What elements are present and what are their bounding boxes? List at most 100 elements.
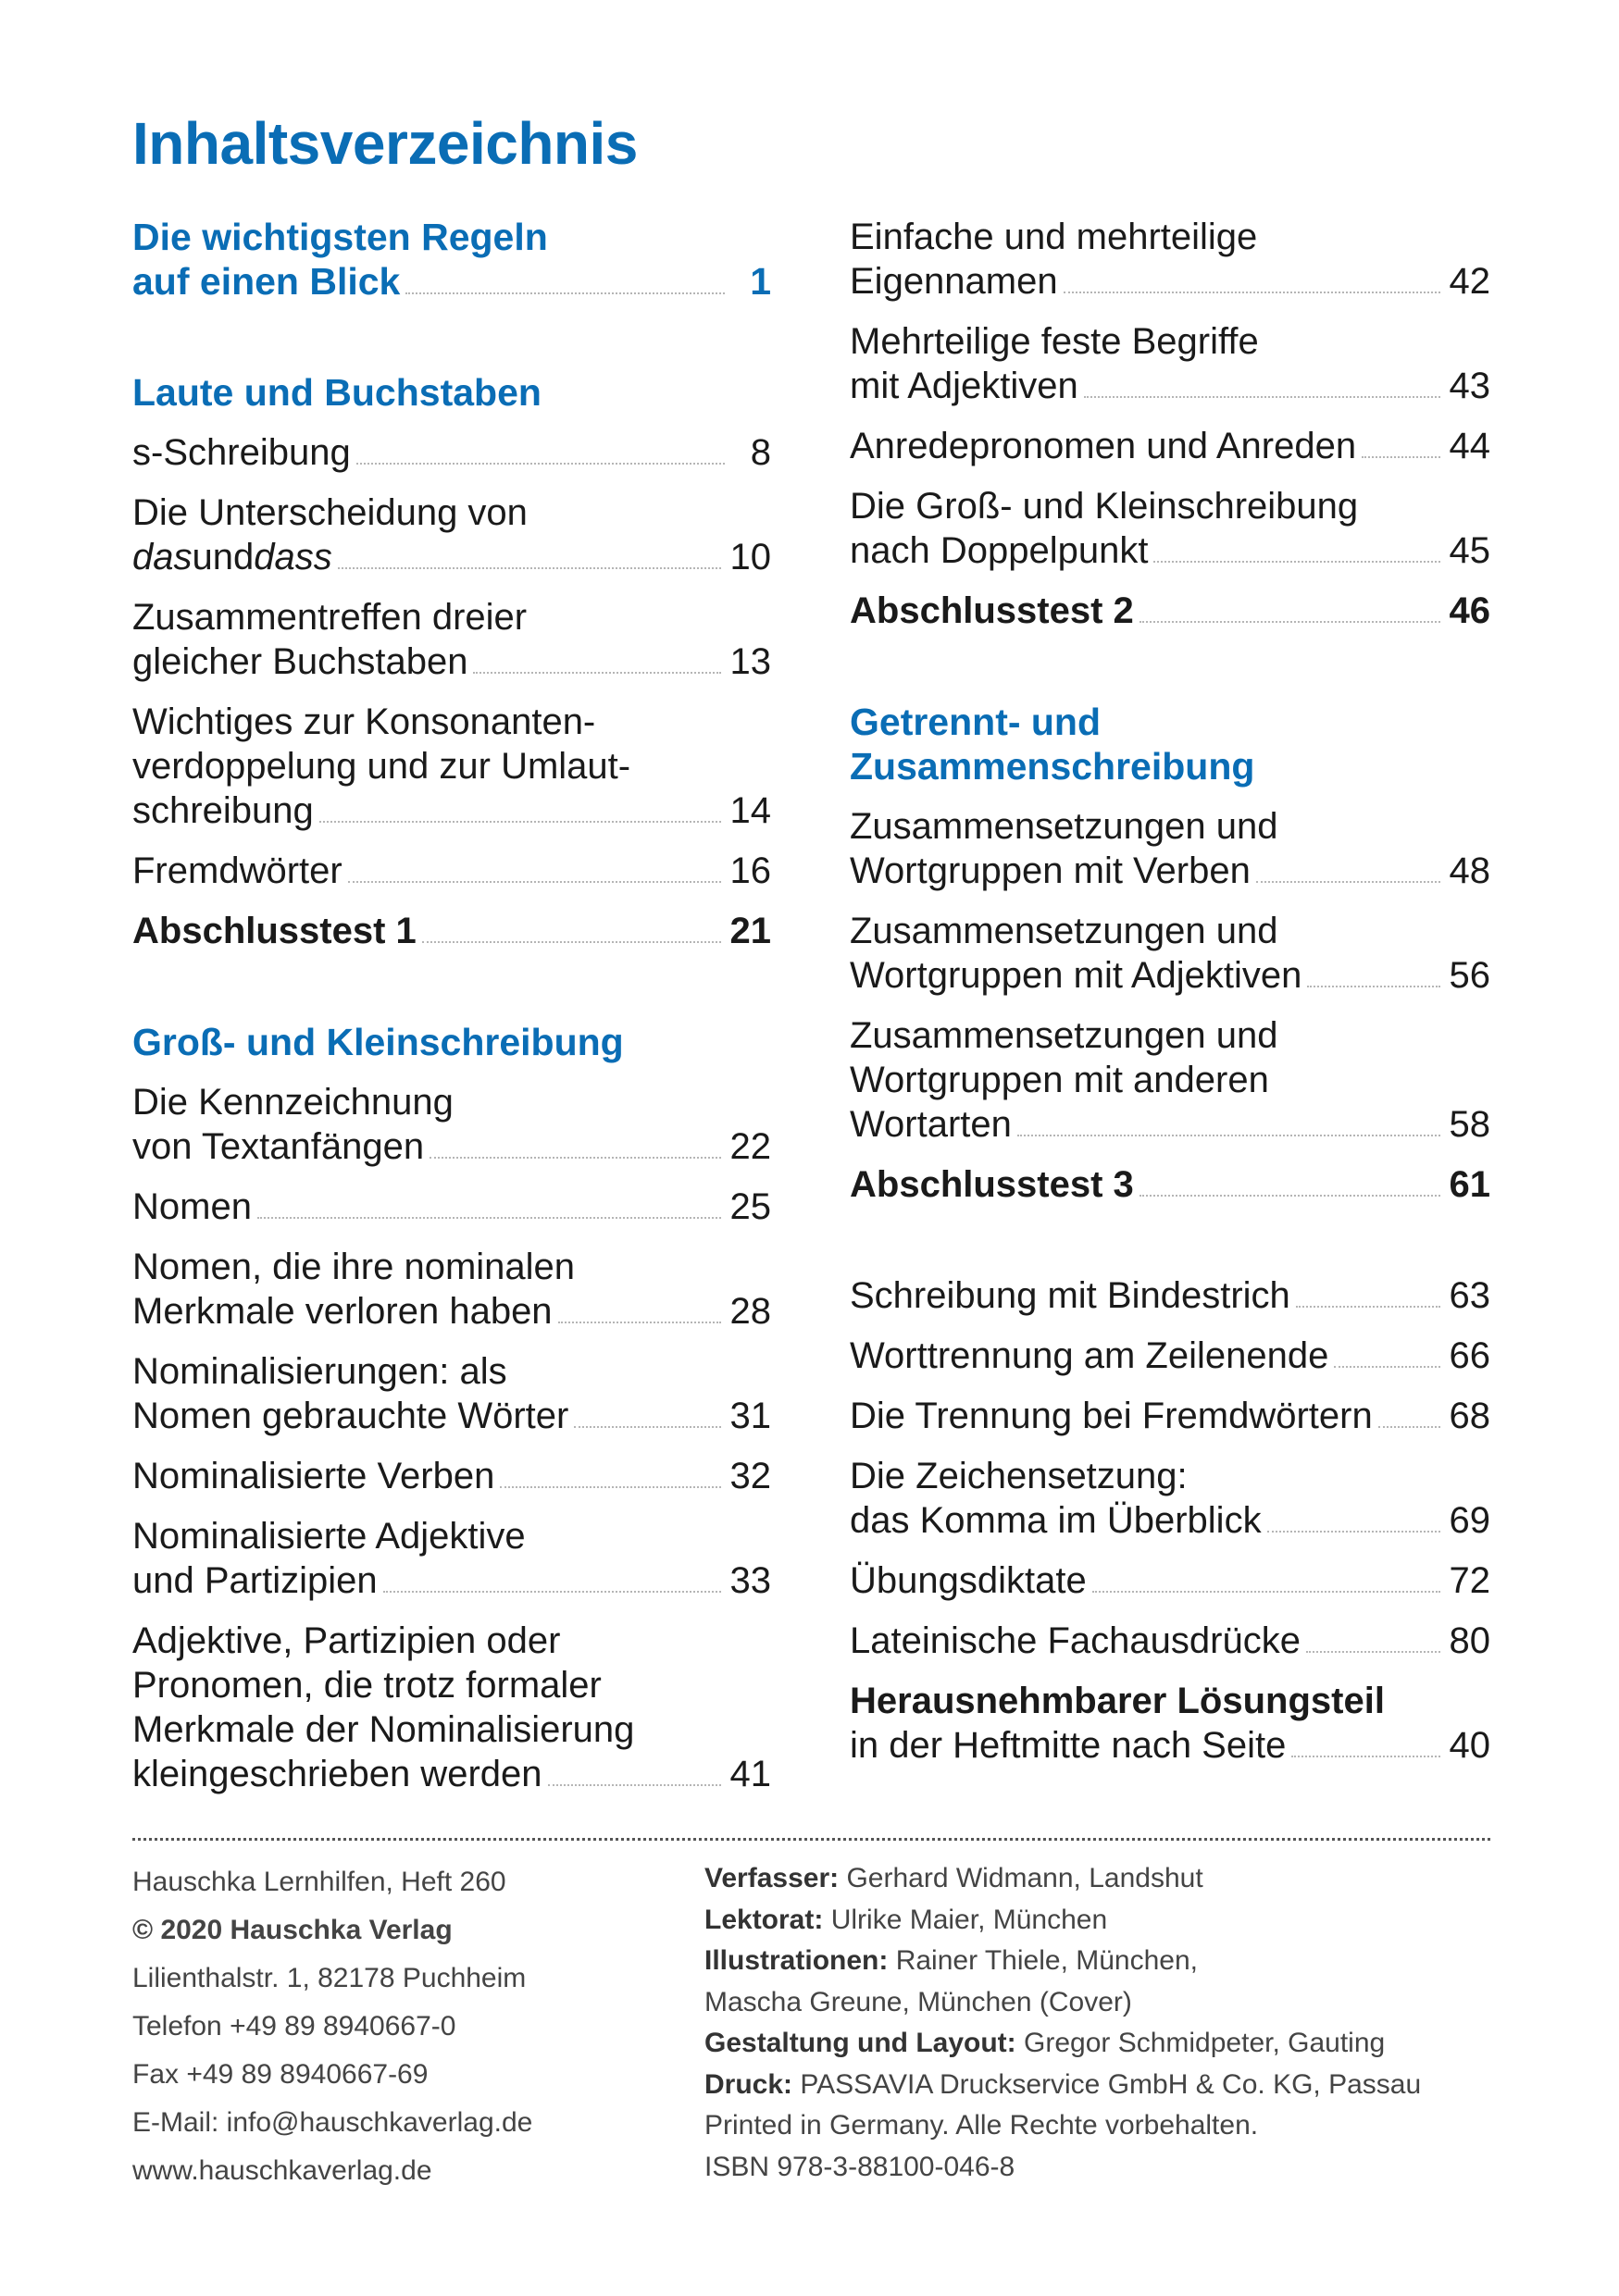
page-number: 43: [1449, 366, 1491, 406]
page-number: 44: [1449, 426, 1491, 466]
entry-line: Merkmale verloren haben 28: [132, 1289, 771, 1334]
page-number: 72: [1449, 1560, 1491, 1601]
text-segment: und: [192, 537, 255, 577]
page-number: 14: [729, 790, 772, 831]
imprint-line: Druck: PASSAVIA Druckservice GmbH & Co. …: [704, 2065, 1421, 2106]
entry-line: kleingeschrieben werden 41: [132, 1752, 771, 1796]
line-text: Lateinische Fachausdrücke: [850, 1620, 1301, 1661]
section-heading: Laute und Buchstaben: [132, 370, 771, 415]
entry-line: und Partizipien 33: [132, 1558, 771, 1603]
line-text: Mehrteilige feste Begriffe: [850, 321, 1259, 362]
imprint-label: Gestaltung und Layout:: [704, 2028, 1016, 2058]
imprint-label: Druck:: [704, 2068, 793, 2100]
line-text: verdoppelung und zur Umlaut-: [132, 746, 631, 787]
page-number: 41: [729, 1754, 772, 1794]
toc-entry: Die Zeichensetzung: das Komma im Überblic…: [850, 1454, 1490, 1543]
imprint-text: Gerhard Widmann, Landshut: [846, 1863, 1203, 1893]
line-text: Lilienthalstr. 1, 82178 Puchheim: [132, 1963, 527, 1993]
dot-leader: [347, 881, 721, 883]
dot-leader: [1083, 396, 1440, 398]
line-text: auf einen Blick: [132, 260, 401, 303]
imprint-text: Ulrike Maier, München: [830, 1904, 1108, 1935]
entry-line: Adjektive, Partizipien oder: [132, 1619, 771, 1663]
toc-entry: Nominalisierte Adjektive und Partizipien 3…: [132, 1514, 771, 1603]
toc-entry: Nomen 25: [132, 1185, 771, 1229]
page-number: 28: [729, 1291, 772, 1332]
entry-line: Worttrennung am Zeilenende 66: [850, 1334, 1490, 1378]
imprint-line: ISBN 978-3-88100-046-8: [704, 2147, 1421, 2189]
dot-leader: [355, 463, 725, 465]
entry-line: Nominalisierte Verben 32: [132, 1454, 771, 1498]
page-number: 80: [1449, 1620, 1491, 1661]
imprint-line: Hauschka Lernhilfen, Heft 260: [132, 1858, 532, 1906]
entry-line: Übungsdiktate 72: [850, 1558, 1490, 1603]
toc-entry: Zusammensetzungen und Wortgruppen mit and…: [850, 1013, 1490, 1147]
page-number: 56: [1449, 955, 1491, 996]
page-number: 10: [729, 537, 772, 577]
toc-entry: Nominalisierte Verben 32: [132, 1454, 771, 1498]
toc-entry: Mehrteilige feste Begriffe mit Adjektiven…: [850, 319, 1490, 408]
entry-line: Abschlusstest 2 46: [850, 589, 1490, 633]
imprint-line: Verfasser: Gerhard Widmann, Landshut: [704, 1858, 1421, 1900]
line-text: Die wichtigsten Regeln: [132, 216, 548, 258]
entry-line: Wortarten 58: [850, 1102, 1490, 1147]
line-text: Einfache und mehrteilige: [850, 217, 1258, 257]
entry-line: in der Heftmitte nach Seite 40: [850, 1723, 1490, 1768]
dot-leader: [421, 941, 721, 943]
entry-line: Eigennamen 42: [850, 259, 1490, 304]
toc-group: Einfache und mehrteilige Eigennamen 42 Mehr…: [850, 215, 1490, 633]
dot-leader: [1291, 1756, 1440, 1757]
line-text: Merkmale der Nominalisierung: [132, 1709, 635, 1750]
dot-leader: [1307, 986, 1440, 987]
entry-line: Groß- und Kleinschreibung: [132, 1020, 771, 1064]
entry-line: Wortgruppen mit anderen: [850, 1058, 1490, 1102]
entry-line: s-Schreibung 8: [132, 430, 771, 475]
line-text: kleingeschrieben werden: [132, 1754, 542, 1794]
line-text: Wortgruppen mit anderen: [850, 1060, 1269, 1100]
entry-line: Die Groß- und Kleinschreibung: [850, 484, 1490, 528]
line-text: Nomen: [132, 1186, 252, 1227]
dotted-divider: [132, 1838, 1490, 1841]
toc-entry: Herausnehmbarer Lösungsteil in der Heftmi…: [850, 1679, 1490, 1768]
line-text: Telefon +49 89 8940667-0: [132, 2011, 456, 2042]
toc-entry: Abschlusstest 2 46: [850, 589, 1490, 633]
line-text: Abschlusstest 2: [850, 590, 1134, 631]
line-text: Die Zeichensetzung:: [850, 1456, 1188, 1496]
line-text: Groß- und Kleinschreibung: [132, 1021, 624, 1063]
entry-line: von Textanfängen 22: [132, 1124, 771, 1169]
page-number: 25: [729, 1186, 772, 1227]
entry-line: gleicher Buchstaben 13: [132, 639, 771, 684]
toc-entry: Zusammensetzungen und Wortgruppen mit Ver…: [850, 804, 1490, 893]
line-text: Nomen, die ihre nominalen: [132, 1247, 576, 1287]
toc-group: Laute und Buchstaben s-Schreibung 8 Die Unt…: [132, 370, 771, 953]
dot-leader: [574, 1426, 721, 1428]
text-segment: © 2020 Hauschka Verlag: [132, 1915, 453, 1945]
entry-line: Anredepronomen und Anreden 44: [850, 424, 1490, 468]
page-number: 61: [1449, 1164, 1491, 1205]
page-number: 21: [729, 911, 772, 951]
line-text: Zusammensetzungen und: [850, 1015, 1278, 1056]
dot-leader: [473, 672, 721, 674]
entry-line: verdoppelung und zur Umlaut-: [132, 744, 771, 788]
entry-line: Wichtiges zur Konsonanten-: [132, 700, 771, 744]
toc-entry: s-Schreibung 8: [132, 430, 771, 475]
dot-leader: [1334, 1366, 1440, 1368]
page-title: Inhaltsverzeichnis: [132, 110, 638, 177]
dot-leader: [1295, 1306, 1440, 1308]
imprint-line: www.hauschkaverlag.de: [132, 2147, 532, 2195]
entry-line: Zusammensetzungen und: [850, 909, 1490, 953]
line-text: Getrennt- und: [850, 701, 1102, 743]
dot-leader: [557, 1322, 721, 1323]
toc-entry: Die Unterscheidung von das und dass 10: [132, 490, 771, 579]
page-number: 58: [1449, 1104, 1491, 1145]
line-text: gleicher Buchstaben: [132, 641, 468, 682]
entry-line: Pronomen, die trotz formaler: [132, 1663, 771, 1707]
entry-line: Die wichtigsten Regeln: [132, 215, 771, 259]
toc-entry: Schreibung mit Bindestrich 63: [850, 1273, 1490, 1318]
imprint-line: Fax +49 89 8940667-69: [132, 2051, 532, 2099]
line-text: Wichtiges zur Konsonanten-: [132, 701, 596, 742]
entry-line: auf einen Blick 1: [132, 259, 771, 304]
imprint-line: © 2020 Hauschka Verlag: [132, 1906, 532, 1955]
toc-entry: Die Trennung bei Fremdwörtern 68: [850, 1394, 1490, 1438]
